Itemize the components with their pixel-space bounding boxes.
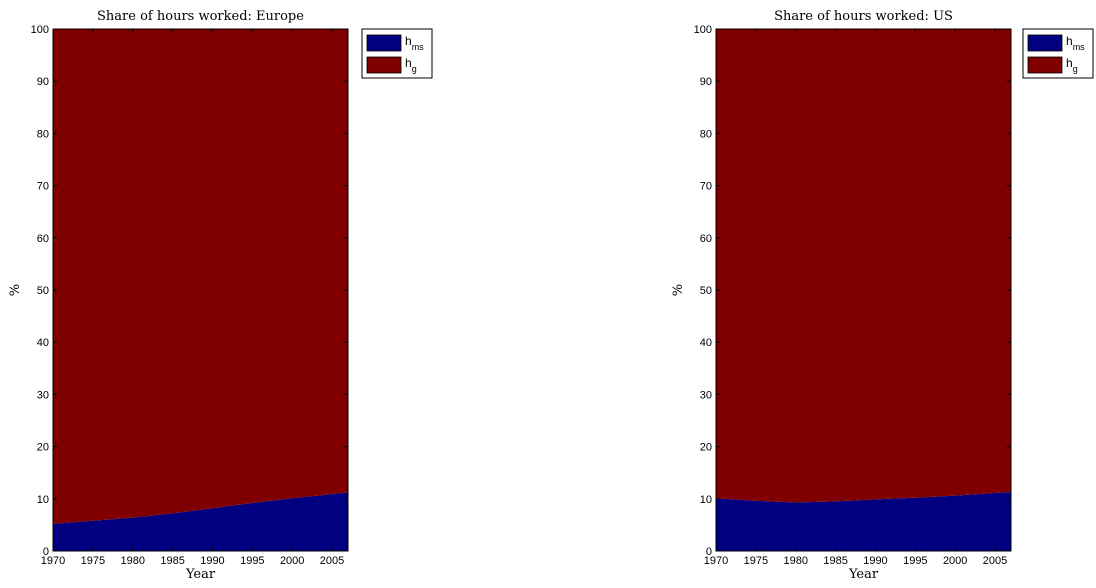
- y-tick-label: 20: [700, 442, 712, 454]
- x-tick-label: 1980: [120, 555, 144, 567]
- x-tick-label: 1990: [863, 555, 887, 567]
- y-tick-label: 30: [37, 389, 49, 401]
- x-tick-label: 1995: [240, 555, 264, 567]
- x-tick-label: 2005: [983, 555, 1007, 567]
- y-tick-label: 10: [700, 494, 712, 506]
- legend-subscript: ms: [412, 42, 424, 52]
- x-tick-label: 1995: [903, 555, 927, 567]
- area-series-ms: [716, 492, 1011, 551]
- y-axis-label: %: [671, 284, 686, 296]
- x-axis-label: Year: [848, 567, 879, 582]
- x-tick-label: 1980: [783, 555, 807, 567]
- legend-swatch: [1027, 56, 1063, 74]
- legend-label: hg: [1066, 56, 1078, 74]
- y-tick-label: 70: [700, 181, 712, 193]
- y-tick-label: 50: [700, 285, 712, 297]
- area-series-g: [53, 29, 348, 524]
- x-axis-label: Year: [185, 567, 216, 582]
- legend-subscript: g: [1073, 64, 1078, 74]
- x-tick-label: 1975: [744, 555, 768, 567]
- chart-panel: 0 10 20 30 40 50 60 70 80 90 100 1970 1975 1980 1985 19…: [671, 9, 1094, 582]
- legend-label: hg: [405, 56, 417, 74]
- y-tick-label: 60: [37, 233, 49, 245]
- chart-title: Share of hours worked: US: [774, 9, 953, 24]
- legend-subscript: ms: [1073, 42, 1085, 52]
- y-axis-label: %: [8, 284, 23, 296]
- y-tick-label: 100: [31, 24, 49, 36]
- x-tick-label: 1970: [41, 555, 65, 567]
- x-tick-label: 1990: [200, 555, 224, 567]
- y-tick-label: 10: [37, 494, 49, 506]
- area-series-ms: [53, 492, 348, 551]
- chart-title: Share of hours worked: Europe: [97, 9, 304, 24]
- y-tick-label: 20: [37, 442, 49, 454]
- y-tick-label: 80: [37, 128, 49, 140]
- x-tick-label: 2000: [943, 555, 967, 567]
- y-tick-label: 90: [37, 76, 49, 88]
- y-tick-label: 100: [694, 24, 712, 36]
- legend-swatch: [366, 34, 402, 52]
- y-tick-label: 0: [706, 546, 712, 558]
- legend-swatch: [366, 56, 402, 74]
- x-tick-label: 1970: [704, 555, 728, 567]
- y-tick-label: 0: [43, 546, 49, 558]
- y-tick-label: 70: [37, 181, 49, 193]
- x-tick-label: 1985: [823, 555, 847, 567]
- x-tick-label: 2000: [280, 555, 304, 567]
- y-tick-label: 40: [700, 337, 712, 349]
- chart-panel: 0 10 20 30 40 50 60 70 80 90 100 1970 1975 1980 1985 19…: [8, 9, 433, 582]
- legend-subscript: g: [412, 64, 417, 74]
- y-tick-label: 40: [37, 337, 49, 349]
- x-tick-label: 1975: [81, 555, 105, 567]
- legend-swatch: [1027, 34, 1063, 52]
- y-tick-label: 30: [700, 389, 712, 401]
- y-tick-label: 90: [700, 76, 712, 88]
- y-tick-label: 80: [700, 128, 712, 140]
- y-tick-label: 50: [37, 285, 49, 297]
- y-tick-label: 60: [700, 233, 712, 245]
- x-tick-label: 2005: [320, 555, 344, 567]
- x-tick-label: 1985: [160, 555, 184, 567]
- area-series-g: [716, 29, 1011, 503]
